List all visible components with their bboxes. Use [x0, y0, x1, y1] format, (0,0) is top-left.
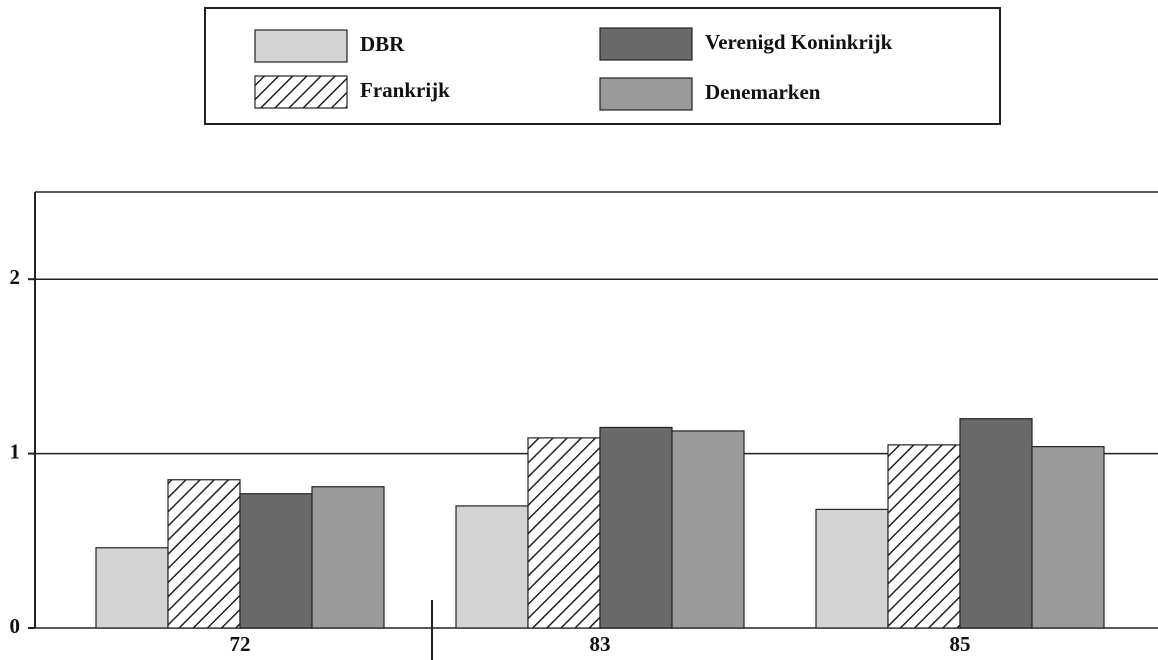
bar [671, 430, 745, 629]
y-tick-label: 2 [10, 265, 21, 289]
bar [455, 505, 529, 629]
legend-swatch [599, 27, 693, 61]
y-tick-label: 0 [10, 614, 21, 638]
bar [599, 426, 673, 629]
x-tick-label: 83 [590, 632, 611, 656]
bar [527, 437, 601, 629]
bar [239, 493, 313, 629]
bar [959, 418, 1033, 629]
legend-swatch [254, 29, 348, 63]
legend-box [204, 7, 1001, 125]
legend-swatch [599, 77, 693, 111]
bar [1031, 446, 1105, 629]
bar [95, 547, 169, 629]
legend-label: DBR [360, 32, 405, 56]
legend-label: Verenigd Koninkrijk [705, 30, 893, 54]
x-tick-label: 85 [950, 632, 971, 656]
x-tick-label: 72 [230, 632, 251, 656]
bar [887, 444, 961, 629]
y-tick-label: 1 [10, 439, 21, 463]
bar [815, 508, 889, 629]
bar [167, 479, 241, 629]
legend-label: Frankrijk [360, 78, 450, 102]
legend-label: Denemarken [705, 80, 821, 104]
legend-swatch [254, 75, 348, 109]
bar [311, 486, 385, 629]
